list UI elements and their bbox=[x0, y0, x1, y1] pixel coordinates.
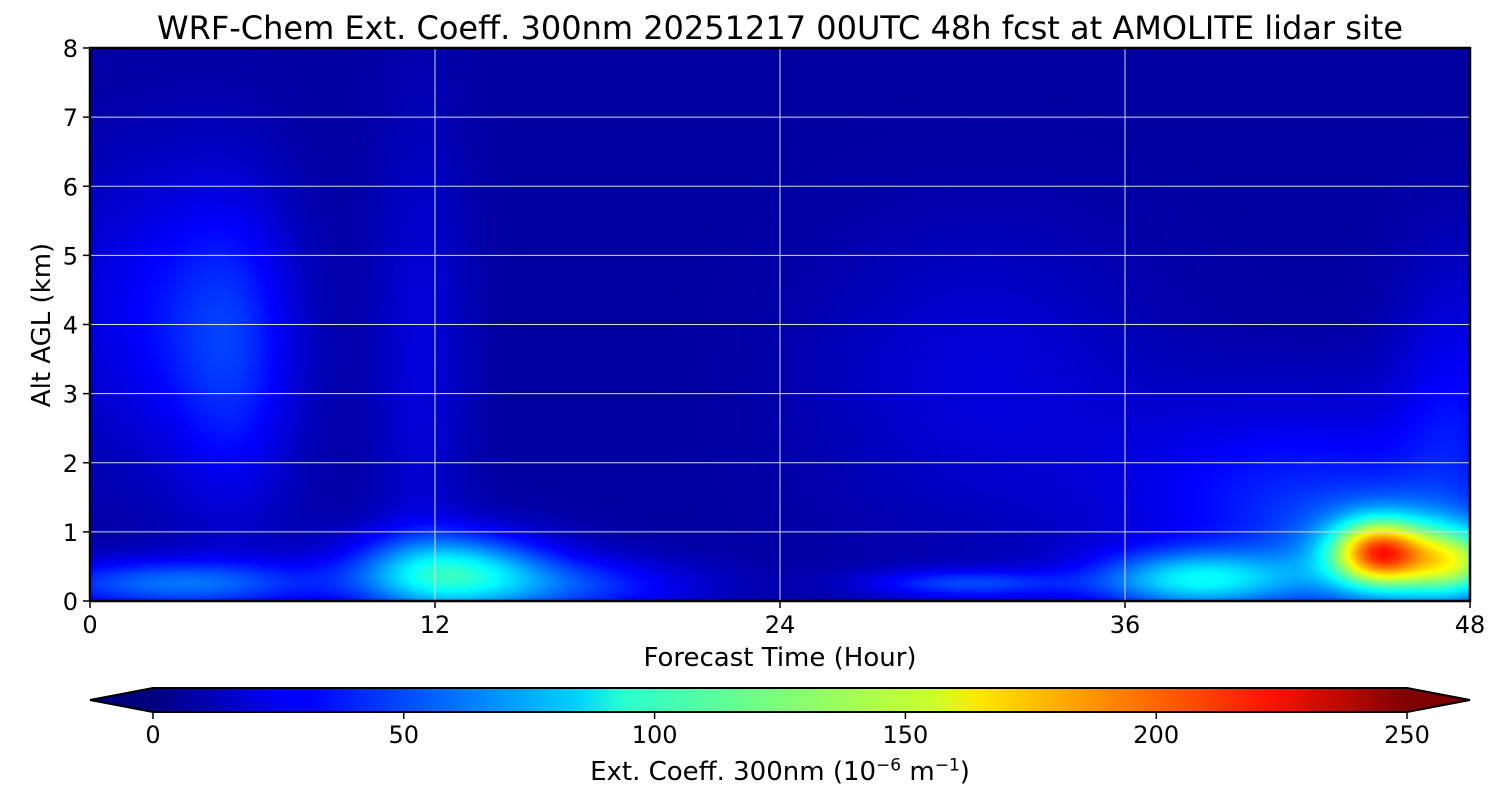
colorbar-extend-low bbox=[90, 688, 153, 712]
colorbar-label: Ext. Coeff. 300nm (10−6 m−1) bbox=[590, 755, 970, 787]
y-axis: 0 1 2 3 4 5 6 7 8 bbox=[63, 35, 90, 616]
x-tick-label: 12 bbox=[420, 611, 451, 639]
colorbar-tick-label: 200 bbox=[1133, 721, 1179, 749]
colorbar-tick-label: 250 bbox=[1384, 721, 1430, 749]
x-axis-label: Forecast Time (Hour) bbox=[643, 643, 916, 673]
y-tick-label: 1 bbox=[63, 519, 78, 547]
colorbar-tick-label: 50 bbox=[389, 721, 420, 749]
y-tick-label: 5 bbox=[63, 242, 78, 270]
y-tick-label: 3 bbox=[63, 381, 78, 409]
y-tick-label: 4 bbox=[63, 312, 78, 340]
colorbar-gradient bbox=[153, 688, 1407, 712]
y-axis-label: Alt AGL (km) bbox=[27, 243, 57, 407]
y-tick-label: 8 bbox=[63, 35, 78, 63]
y-tick-label: 0 bbox=[63, 588, 78, 616]
colorbar: 0 50 100 150 200 250 bbox=[89, 687, 1471, 749]
x-tick-label: 24 bbox=[765, 611, 796, 639]
colorbar-tick-label: 0 bbox=[145, 721, 160, 749]
chart-title: WRF-Chem Ext. Coeff. 300nm 20251217 00UT… bbox=[156, 9, 1404, 47]
x-tick-label: 0 bbox=[82, 611, 97, 639]
x-tick-label: 36 bbox=[1110, 611, 1141, 639]
colorbar-extend-high bbox=[1407, 688, 1470, 712]
y-tick-label: 7 bbox=[63, 104, 78, 132]
grid-lines bbox=[90, 48, 1470, 601]
x-tick-label: 48 bbox=[1455, 611, 1486, 639]
y-tick-label: 2 bbox=[63, 450, 78, 478]
colorbar-ticks: 0 50 100 150 200 250 bbox=[145, 712, 1430, 749]
colorbar-tick-label: 100 bbox=[632, 721, 678, 749]
y-tick-label: 6 bbox=[63, 173, 78, 201]
x-axis: 0 12 24 36 48 bbox=[82, 601, 1485, 639]
colorbar-tick-label: 150 bbox=[882, 721, 928, 749]
